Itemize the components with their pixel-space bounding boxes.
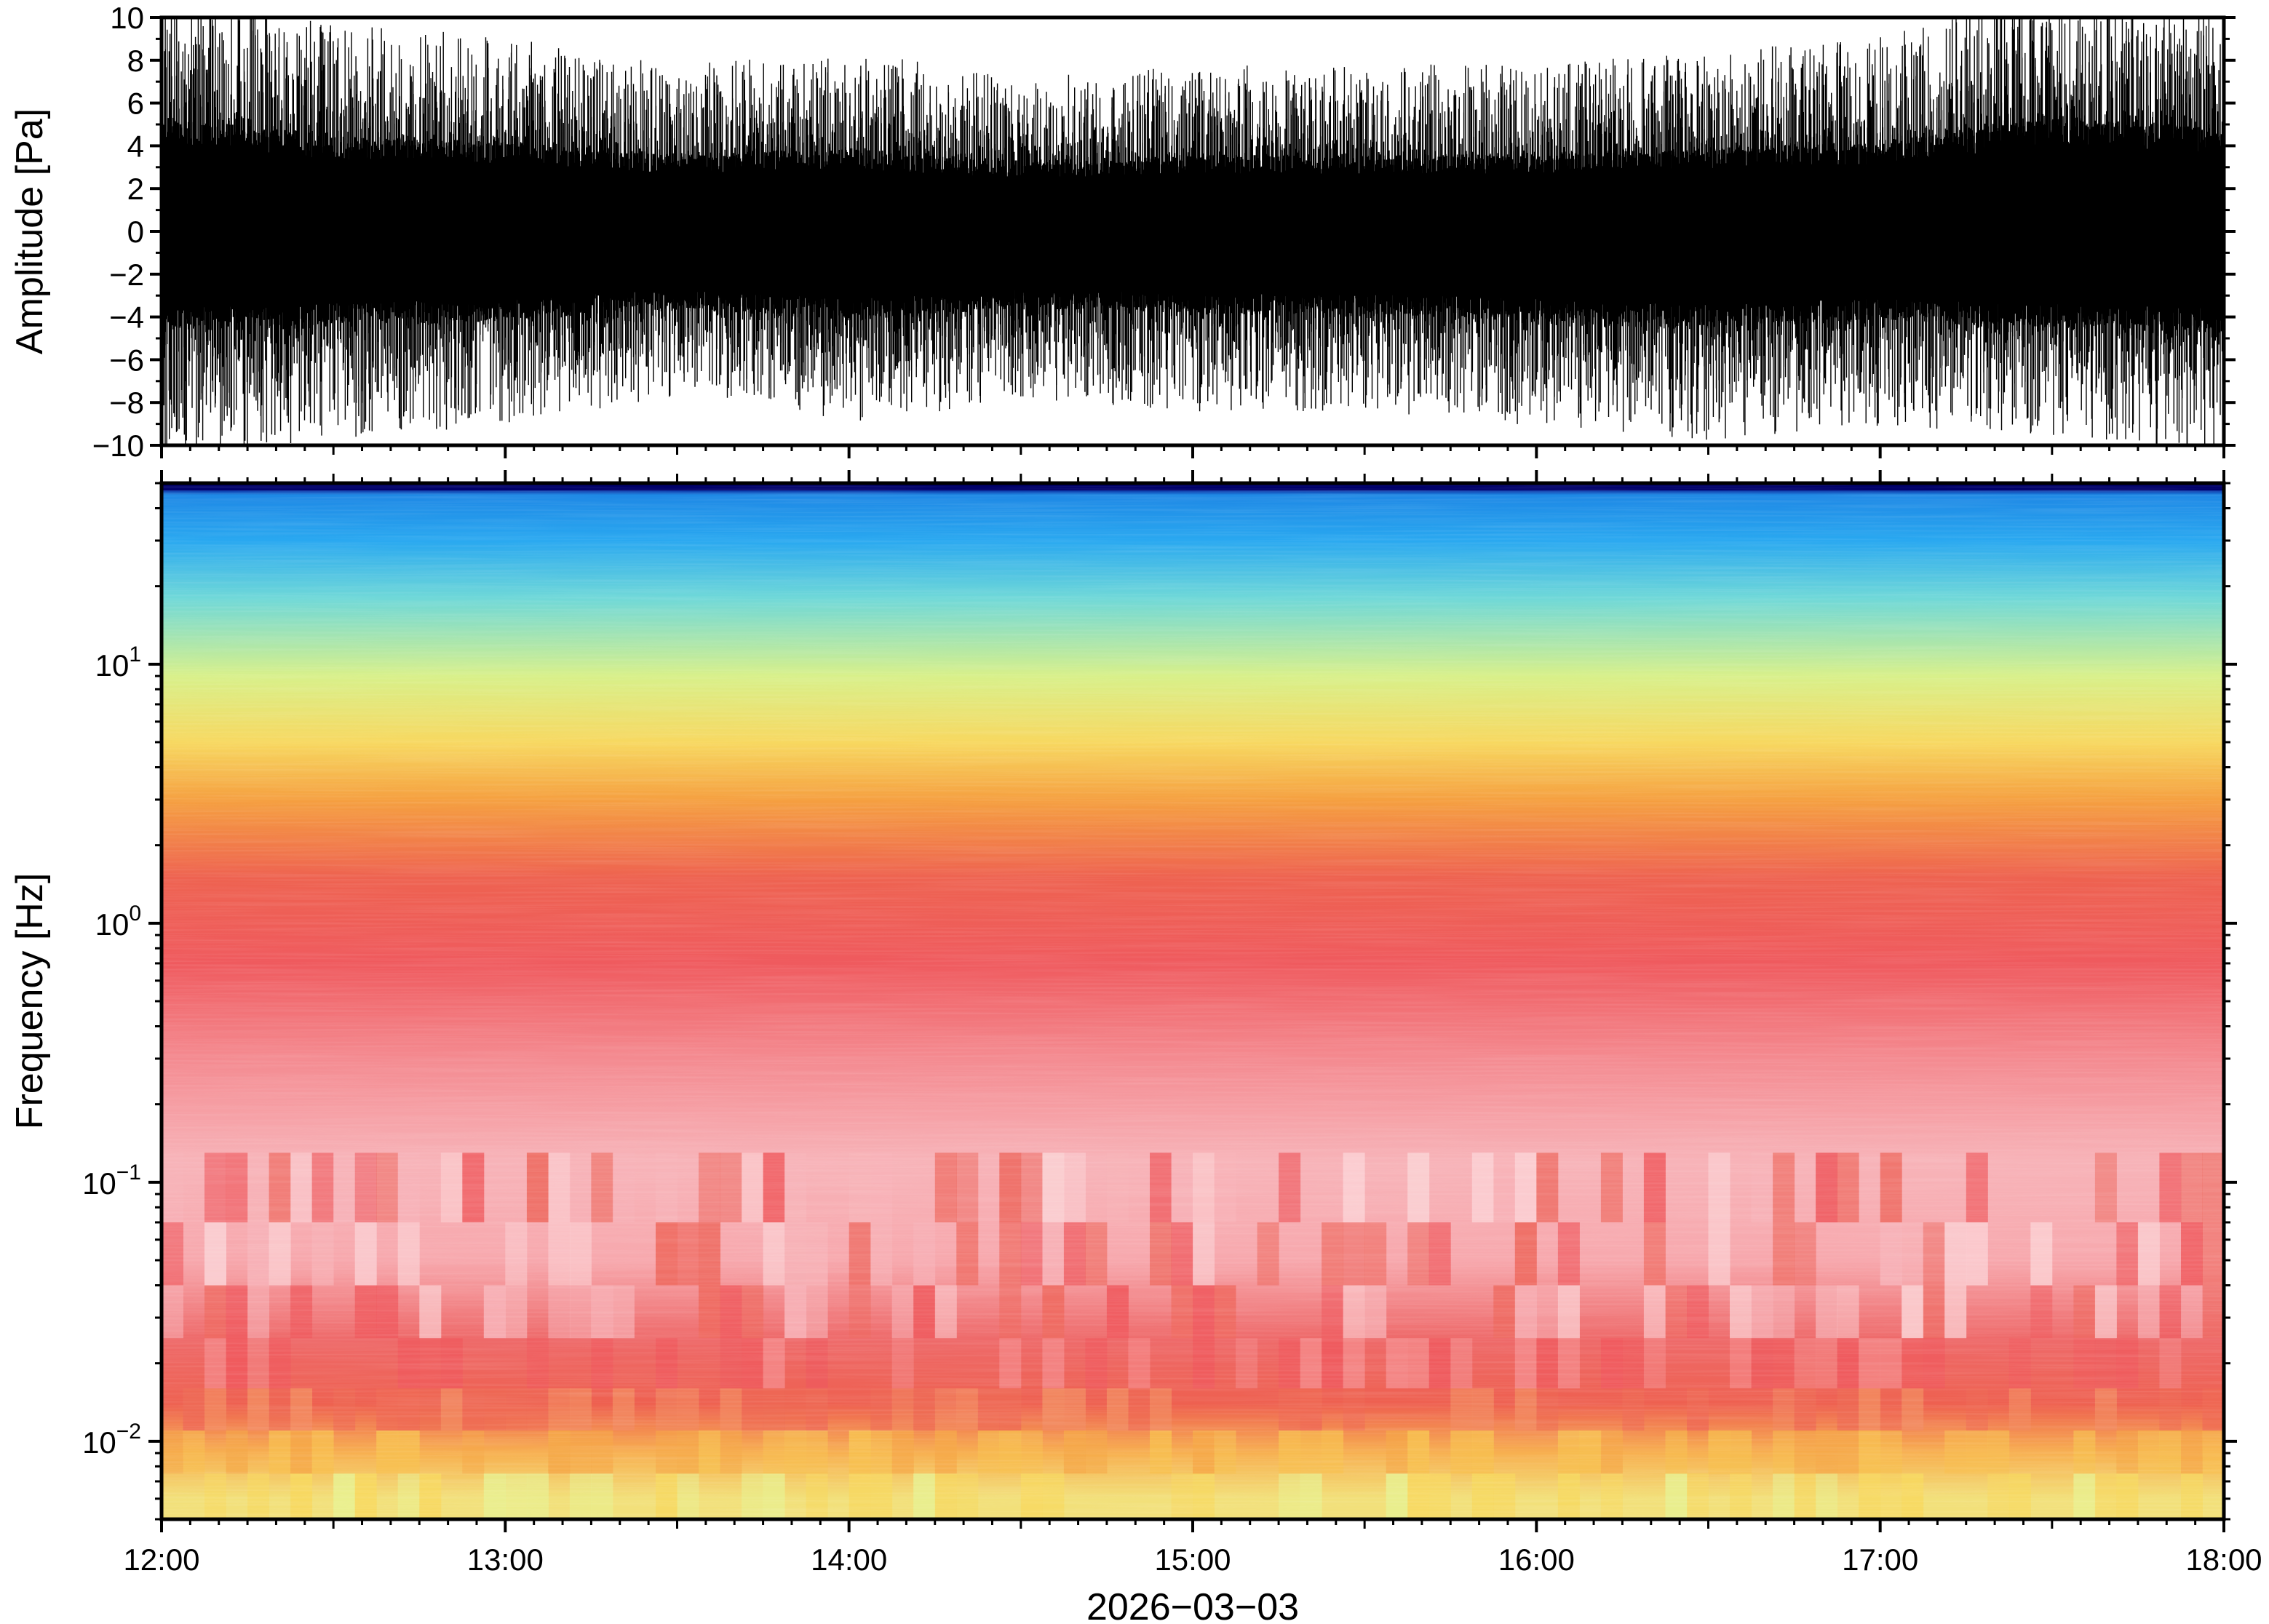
spectrogram-y-axis: 10−2 10−1 100 101 xyxy=(82,482,2237,1521)
waveform-x-ticks xyxy=(160,445,2225,458)
spectrogram-y-tick-label: 100 xyxy=(95,901,141,942)
waveform-panel: −10 −8 −6 −4 −2 0 2 4 6 8 10 Amplitude [Pa] xyxy=(9,1,2236,463)
waveform-y-tick-label: 6 xyxy=(127,87,144,121)
x-tick-label: 18:00 xyxy=(2185,1543,2262,1577)
x-tick-label: 13:00 xyxy=(467,1543,544,1577)
waveform-y-tick-label: 2 xyxy=(127,172,144,206)
x-tick-label: 17:00 xyxy=(1842,1543,1918,1577)
spectrogram-panel: 10−2 10−1 100 101 12:00 13:00 14:00 15:00 16:00… xyxy=(9,470,2262,1624)
spectrogram-y-tick-label: 10−2 xyxy=(82,1420,141,1460)
spectrogram-x-axis: 12:00 13:00 14:00 15:00 16:00 17:00 18:00 xyxy=(123,470,2262,1577)
waveform-y-tick-label: 4 xyxy=(127,129,144,163)
spectrogram-y-tick-label: 10−1 xyxy=(82,1161,141,1201)
waveform-y-tick-label: −6 xyxy=(109,343,144,377)
waveform-core xyxy=(162,116,2224,333)
waveform-y-tick-label: −8 xyxy=(109,386,144,420)
x-tick-label: 15:00 xyxy=(1154,1543,1231,1577)
waveform-y-axis: −10 −8 −6 −4 −2 0 2 4 6 8 10 xyxy=(92,1,2236,463)
waveform-y-tick-label: 0 xyxy=(127,215,144,249)
waveform-y-axis-title: Amplitude [Pa] xyxy=(9,108,51,354)
spectrogram-y-tick-label: 101 xyxy=(95,642,141,682)
waveform-y-tick-label: 8 xyxy=(127,44,144,78)
x-axis-title: 2026−03−03 xyxy=(1086,1586,1299,1624)
waveform-y-tick-label: −4 xyxy=(109,300,144,335)
spectrogram-y-axis-title: Frequency [Hz] xyxy=(9,873,51,1130)
waveform-y-tick-label: −10 xyxy=(92,429,144,463)
x-tick-label: 12:00 xyxy=(123,1543,199,1577)
x-tick-label: 16:00 xyxy=(1498,1543,1575,1577)
waveform-y-tick-label: −2 xyxy=(109,258,144,292)
waveform-y-tick-label: 10 xyxy=(110,1,144,35)
spectrogram-texture xyxy=(162,483,2224,1519)
x-tick-label: 14:00 xyxy=(811,1543,887,1577)
